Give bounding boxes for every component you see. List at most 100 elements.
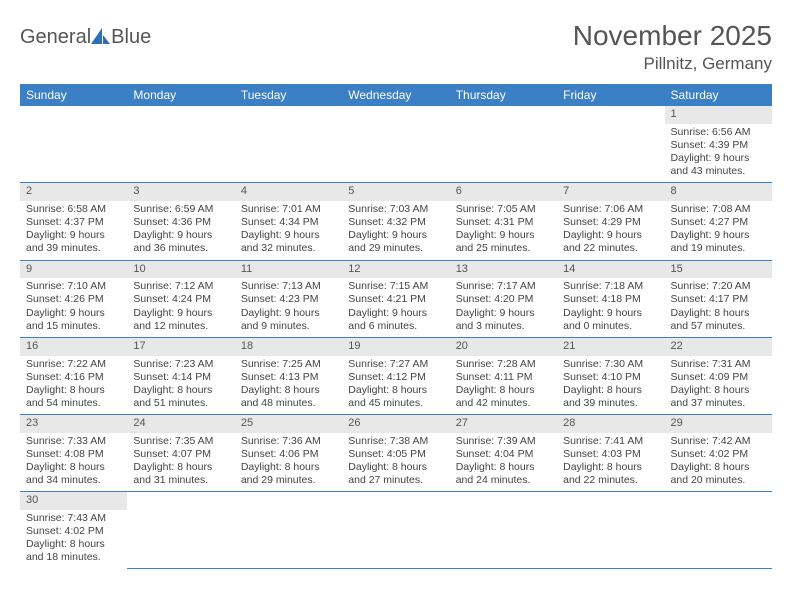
daylight-text: Daylight: 8 hours and 24 minutes. xyxy=(456,461,551,487)
day-number: 3 xyxy=(127,183,234,201)
calendar-day-cell: 7Sunrise: 7:06 AMSunset: 4:29 PMDaylight… xyxy=(557,183,664,260)
sunset-text: Sunset: 4:31 PM xyxy=(456,216,551,229)
calendar-day-cell: 20Sunrise: 7:28 AMSunset: 4:11 PMDayligh… xyxy=(450,337,557,414)
sunset-text: Sunset: 4:10 PM xyxy=(563,371,658,384)
sunrise-text: Sunrise: 7:12 AM xyxy=(133,280,228,293)
sunset-text: Sunset: 4:02 PM xyxy=(671,448,766,461)
calendar-blank-cell xyxy=(665,492,772,569)
sunset-text: Sunset: 4:03 PM xyxy=(563,448,658,461)
calendar-day-cell: 10Sunrise: 7:12 AMSunset: 4:24 PMDayligh… xyxy=(127,260,234,337)
calendar-blank-cell xyxy=(127,106,234,183)
day-body: Sunrise: 7:38 AMSunset: 4:05 PMDaylight:… xyxy=(342,433,449,492)
daylight-text: Daylight: 8 hours and 20 minutes. xyxy=(671,461,766,487)
day-number: 10 xyxy=(127,261,234,279)
calendar-day-cell: 9Sunrise: 7:10 AMSunset: 4:26 PMDaylight… xyxy=(20,260,127,337)
sunset-text: Sunset: 4:29 PM xyxy=(563,216,658,229)
calendar-blank-cell xyxy=(127,492,234,569)
sunrise-text: Sunrise: 7:30 AM xyxy=(563,358,658,371)
sunrise-text: Sunrise: 7:42 AM xyxy=(671,435,766,448)
calendar-blank-cell xyxy=(557,106,664,183)
day-body: Sunrise: 7:01 AMSunset: 4:34 PMDaylight:… xyxy=(235,201,342,260)
day-body: Sunrise: 7:31 AMSunset: 4:09 PMDaylight:… xyxy=(665,356,772,415)
day-body: Sunrise: 7:17 AMSunset: 4:20 PMDaylight:… xyxy=(450,278,557,337)
calendar-day-cell: 23Sunrise: 7:33 AMSunset: 4:08 PMDayligh… xyxy=(20,415,127,492)
day-body: Sunrise: 7:35 AMSunset: 4:07 PMDaylight:… xyxy=(127,433,234,492)
calendar-day-cell: 29Sunrise: 7:42 AMSunset: 4:02 PMDayligh… xyxy=(665,415,772,492)
day-body: Sunrise: 7:20 AMSunset: 4:17 PMDaylight:… xyxy=(665,278,772,337)
day-body: Sunrise: 7:33 AMSunset: 4:08 PMDaylight:… xyxy=(20,433,127,492)
weekday-header: Saturday xyxy=(665,84,772,106)
sunset-text: Sunset: 4:13 PM xyxy=(241,371,336,384)
sunset-text: Sunset: 4:06 PM xyxy=(241,448,336,461)
daylight-text: Daylight: 9 hours and 12 minutes. xyxy=(133,307,228,333)
sunrise-text: Sunrise: 7:13 AM xyxy=(241,280,336,293)
calendar-blank-cell xyxy=(450,106,557,183)
sunrise-text: Sunrise: 6:56 AM xyxy=(671,126,766,139)
day-body: Sunrise: 6:56 AMSunset: 4:39 PMDaylight:… xyxy=(665,124,772,183)
weekday-header: Wednesday xyxy=(342,84,449,106)
sunset-text: Sunset: 4:02 PM xyxy=(26,525,121,538)
calendar-week-row: 23Sunrise: 7:33 AMSunset: 4:08 PMDayligh… xyxy=(20,415,772,492)
daylight-text: Daylight: 8 hours and 34 minutes. xyxy=(26,461,121,487)
sunset-text: Sunset: 4:12 PM xyxy=(348,371,443,384)
daylight-text: Daylight: 8 hours and 22 minutes. xyxy=(563,461,658,487)
day-number: 17 xyxy=(127,338,234,356)
day-number: 27 xyxy=(450,415,557,433)
calendar-day-cell: 12Sunrise: 7:15 AMSunset: 4:21 PMDayligh… xyxy=(342,260,449,337)
day-body: Sunrise: 7:27 AMSunset: 4:12 PMDaylight:… xyxy=(342,356,449,415)
calendar-day-cell: 17Sunrise: 7:23 AMSunset: 4:14 PMDayligh… xyxy=(127,337,234,414)
weekday-header: Monday xyxy=(127,84,234,106)
daylight-text: Daylight: 8 hours and 45 minutes. xyxy=(348,384,443,410)
day-number: 20 xyxy=(450,338,557,356)
logo-text-part2: Blue xyxy=(111,26,151,49)
day-body: Sunrise: 7:41 AMSunset: 4:03 PMDaylight:… xyxy=(557,433,664,492)
calendar-day-cell: 1Sunrise: 6:56 AMSunset: 4:39 PMDaylight… xyxy=(665,106,772,183)
day-number: 23 xyxy=(20,415,127,433)
calendar-table: SundayMondayTuesdayWednesdayThursdayFrid… xyxy=(20,84,772,569)
calendar-day-cell: 2Sunrise: 6:58 AMSunset: 4:37 PMDaylight… xyxy=(20,183,127,260)
sunset-text: Sunset: 4:07 PM xyxy=(133,448,228,461)
daylight-text: Daylight: 9 hours and 32 minutes. xyxy=(241,229,336,255)
day-number: 14 xyxy=(557,261,664,279)
weekday-header: Tuesday xyxy=(235,84,342,106)
calendar-week-row: 16Sunrise: 7:22 AMSunset: 4:16 PMDayligh… xyxy=(20,337,772,414)
calendar-blank-cell xyxy=(342,492,449,569)
sunrise-text: Sunrise: 7:27 AM xyxy=(348,358,443,371)
sunrise-text: Sunrise: 7:20 AM xyxy=(671,280,766,293)
daylight-text: Daylight: 8 hours and 27 minutes. xyxy=(348,461,443,487)
daylight-text: Daylight: 8 hours and 37 minutes. xyxy=(671,384,766,410)
daylight-text: Daylight: 9 hours and 9 minutes. xyxy=(241,307,336,333)
calendar-day-cell: 27Sunrise: 7:39 AMSunset: 4:04 PMDayligh… xyxy=(450,415,557,492)
calendar-day-cell: 3Sunrise: 6:59 AMSunset: 4:36 PMDaylight… xyxy=(127,183,234,260)
sunset-text: Sunset: 4:16 PM xyxy=(26,371,121,384)
day-body: Sunrise: 6:58 AMSunset: 4:37 PMDaylight:… xyxy=(20,201,127,260)
sunrise-text: Sunrise: 7:08 AM xyxy=(671,203,766,216)
day-number: 1 xyxy=(665,106,772,124)
day-body: Sunrise: 7:43 AMSunset: 4:02 PMDaylight:… xyxy=(20,510,127,569)
calendar-blank-cell xyxy=(557,492,664,569)
calendar-week-row: 1Sunrise: 6:56 AMSunset: 4:39 PMDaylight… xyxy=(20,106,772,183)
day-body: Sunrise: 7:05 AMSunset: 4:31 PMDaylight:… xyxy=(450,201,557,260)
day-body: Sunrise: 7:08 AMSunset: 4:27 PMDaylight:… xyxy=(665,201,772,260)
sunrise-text: Sunrise: 7:06 AM xyxy=(563,203,658,216)
daylight-text: Daylight: 8 hours and 42 minutes. xyxy=(456,384,551,410)
weekday-header: Friday xyxy=(557,84,664,106)
sunrise-text: Sunrise: 7:23 AM xyxy=(133,358,228,371)
day-number: 7 xyxy=(557,183,664,201)
sunset-text: Sunset: 4:27 PM xyxy=(671,216,766,229)
sunrise-text: Sunrise: 7:31 AM xyxy=(671,358,766,371)
sunset-text: Sunset: 4:05 PM xyxy=(348,448,443,461)
day-body: Sunrise: 7:30 AMSunset: 4:10 PMDaylight:… xyxy=(557,356,664,415)
sunset-text: Sunset: 4:14 PM xyxy=(133,371,228,384)
weekday-header: Thursday xyxy=(450,84,557,106)
calendar-day-cell: 19Sunrise: 7:27 AMSunset: 4:12 PMDayligh… xyxy=(342,337,449,414)
day-body: Sunrise: 7:42 AMSunset: 4:02 PMDaylight:… xyxy=(665,433,772,492)
daylight-text: Daylight: 9 hours and 6 minutes. xyxy=(348,307,443,333)
sunrise-text: Sunrise: 7:39 AM xyxy=(456,435,551,448)
day-body: Sunrise: 7:18 AMSunset: 4:18 PMDaylight:… xyxy=(557,278,664,337)
sail-icon xyxy=(91,27,111,45)
daylight-text: Daylight: 8 hours and 57 minutes. xyxy=(671,307,766,333)
day-number: 29 xyxy=(665,415,772,433)
day-body: Sunrise: 7:25 AMSunset: 4:13 PMDaylight:… xyxy=(235,356,342,415)
day-number: 18 xyxy=(235,338,342,356)
